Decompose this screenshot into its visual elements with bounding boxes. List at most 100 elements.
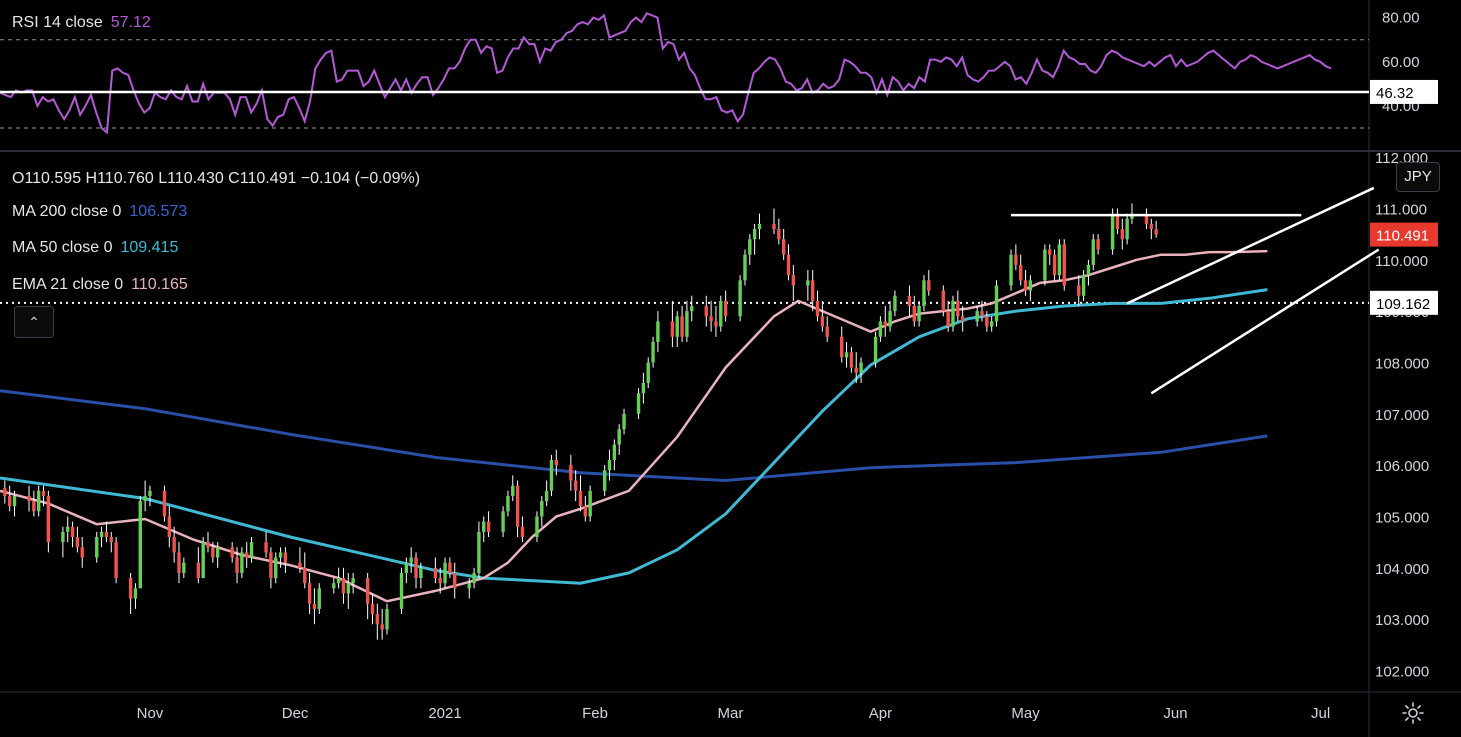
candle-down: [723, 300, 728, 317]
candle-up: [317, 588, 321, 609]
candle-up: [888, 311, 892, 327]
candle-up: [385, 608, 389, 630]
candle-up: [994, 285, 999, 322]
candle-up: [622, 413, 626, 430]
candle-down: [75, 537, 80, 548]
candle-down: [1120, 229, 1124, 240]
candle-up: [806, 280, 810, 286]
candle-up: [752, 229, 757, 240]
candle-up: [274, 557, 278, 579]
rsi-legend-value: 57.12: [110, 14, 151, 31]
price-tick-label: 110.000: [1375, 253, 1428, 270]
time-tick-label: May: [1011, 705, 1040, 722]
candle-up: [549, 460, 554, 491]
price-tick-label: 107.000: [1375, 407, 1429, 424]
candle-up: [336, 578, 341, 584]
level-price-tag: [1370, 290, 1438, 315]
candle-down: [167, 516, 172, 537]
candle-down: [283, 552, 288, 563]
candle-down: [515, 485, 520, 527]
price-tick-label: 102.000: [1375, 663, 1429, 680]
candle-down: [820, 316, 825, 327]
candle-up: [332, 583, 336, 589]
ema21-line: [0, 249, 1268, 603]
candle-down: [109, 537, 113, 543]
candle-down: [941, 290, 946, 312]
candle-up: [240, 552, 244, 573]
time-tick-label: Jul: [1311, 705, 1330, 722]
price-tick-label: 105.000: [1375, 509, 1429, 526]
candle-down: [1014, 254, 1018, 265]
candle-down: [985, 316, 989, 327]
candle-down: [1048, 249, 1052, 255]
price-tick-label: 103.000: [1375, 612, 1429, 629]
candle-down: [114, 542, 118, 579]
candle-down: [453, 572, 457, 589]
candle-up: [506, 495, 510, 512]
candle-down: [380, 624, 384, 630]
currency-badge[interactable]: JPY: [1396, 162, 1440, 192]
candle-up: [95, 537, 99, 558]
candle-down: [3, 488, 7, 496]
candle-up: [588, 490, 592, 517]
candle-down: [269, 552, 273, 579]
candle-down: [414, 557, 418, 579]
candle-down: [438, 578, 442, 584]
candle-down: [1115, 213, 1120, 229]
candle-down: [433, 567, 438, 579]
candle-up: [989, 321, 994, 327]
candle-down: [128, 578, 133, 599]
ema21-legend-label: EMA 21 close 0: [12, 276, 124, 293]
candle-up: [748, 239, 752, 255]
candle-down: [573, 480, 578, 491]
ma200-legend-label: MA 200 close 0: [12, 203, 122, 220]
candle-up: [859, 362, 863, 373]
candle-up: [544, 490, 549, 502]
candle-down: [554, 460, 559, 466]
candle-down: [569, 465, 573, 481]
price-tick-label: 106.000: [1375, 458, 1429, 475]
candle-up: [743, 254, 747, 281]
candle-down: [303, 567, 307, 584]
gear-icon[interactable]: [1401, 701, 1425, 725]
candle-up: [346, 583, 350, 594]
time-tick-label: Jun: [1163, 705, 1187, 722]
candle-up: [1086, 264, 1091, 276]
chevron-up-icon: ⌃: [28, 314, 40, 330]
candle-down: [704, 306, 708, 317]
ma50-legend-label: MA 50 close 0: [12, 239, 113, 256]
candle-down: [1096, 239, 1100, 250]
candle-down: [341, 578, 346, 594]
candle-up: [651, 341, 655, 363]
candle-down: [7, 495, 12, 507]
candle-up: [757, 223, 762, 229]
candle-down: [41, 490, 46, 496]
candle-down: [883, 321, 887, 327]
time-tick-label: Feb: [582, 705, 608, 722]
candle-up: [636, 393, 641, 414]
candle-down: [781, 239, 786, 255]
rsi-tick-label: 80.00: [1382, 10, 1420, 27]
candle-down: [245, 552, 249, 558]
candle-up: [641, 383, 646, 394]
candle-down: [849, 352, 854, 368]
candle-up: [917, 306, 921, 322]
ema21-legend-value: 110.165: [131, 276, 188, 293]
candle-down: [307, 583, 312, 604]
candle-down: [927, 280, 931, 291]
candle-down: [172, 537, 176, 553]
candle-up: [404, 562, 409, 573]
candle-up: [975, 311, 979, 322]
candle-up: [878, 321, 883, 337]
collapse-legend-button[interactable]: ⌃: [14, 306, 54, 338]
candle-up: [419, 567, 423, 579]
candle-up: [249, 542, 254, 558]
rsi-legend-label: RSI 14 close: [12, 14, 103, 31]
candle-up: [66, 526, 70, 532]
candle-down: [375, 614, 380, 625]
candle-up: [182, 562, 186, 573]
candle-down: [264, 542, 268, 553]
candle-up: [1028, 280, 1033, 291]
candle-up: [482, 521, 486, 532]
